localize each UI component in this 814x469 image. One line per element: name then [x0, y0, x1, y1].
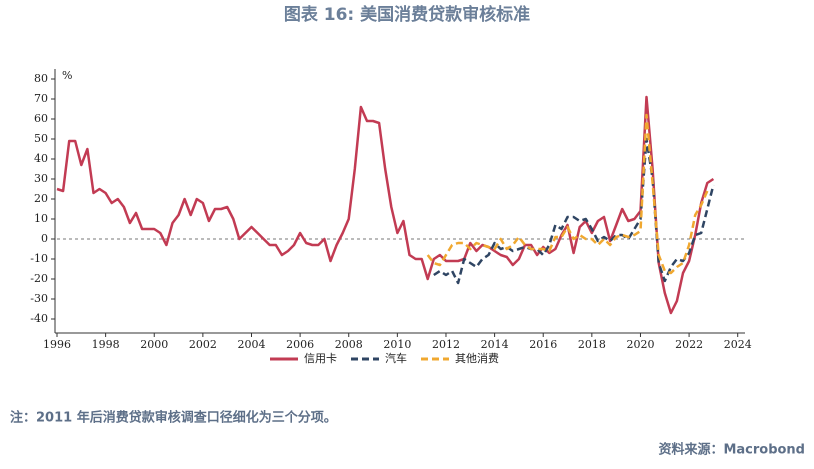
- source: 资料来源：Macrobond: [658, 442, 805, 458]
- x-tick-label: 2002: [189, 338, 217, 351]
- y-tick-label: 60: [34, 112, 48, 125]
- chart-title: 图表 16: 美国消费贷款审核标准: [284, 4, 530, 25]
- x-tick-label: 2004: [237, 338, 265, 351]
- x-tick-label: 2010: [383, 338, 411, 351]
- x-tick-label: 2020: [626, 338, 654, 351]
- y-tick-label: 50: [34, 132, 48, 145]
- y-tick-label: 10: [34, 212, 48, 225]
- x-tick-label: 2006: [286, 338, 314, 351]
- series-line: [433, 137, 715, 285]
- series-line: [426, 113, 709, 275]
- series-line: [56, 95, 715, 315]
- x-tick-label: 2000: [140, 338, 168, 351]
- y-tick-label: -10: [30, 252, 48, 265]
- x-tick-label: 2014: [481, 338, 509, 351]
- note: 注：2011 年后消费贷款审核调查口径细化为三个分项。: [10, 410, 337, 426]
- x-tick-label: 2008: [335, 338, 363, 351]
- legend-label: 其他消费: [455, 351, 499, 365]
- y-tick-label: -30: [30, 292, 48, 305]
- legend-label: 汽车: [385, 351, 407, 365]
- legend-label: 信用卡: [304, 352, 337, 365]
- y-tick-label: 70: [34, 92, 48, 105]
- y-tick-label: 40: [34, 152, 48, 165]
- y-tick-label: 0: [41, 232, 48, 245]
- y-tick-label: 30: [34, 172, 48, 185]
- x-tick-label: 1996: [43, 338, 71, 351]
- x-tick-label: 2012: [432, 338, 460, 351]
- y-tick-label: 80: [34, 72, 48, 85]
- y-tick-label: -20: [30, 272, 48, 285]
- x-tick-label: 2018: [578, 338, 606, 351]
- x-tick-label: 1998: [92, 338, 120, 351]
- x-tick-label: 2024: [724, 338, 752, 351]
- x-tick-label: 2022: [675, 338, 703, 351]
- y-unit: %: [62, 69, 72, 82]
- y-tick-label: -40: [30, 312, 48, 325]
- y-tick-label: 20: [34, 192, 48, 205]
- x-tick-label: 2016: [529, 338, 557, 351]
